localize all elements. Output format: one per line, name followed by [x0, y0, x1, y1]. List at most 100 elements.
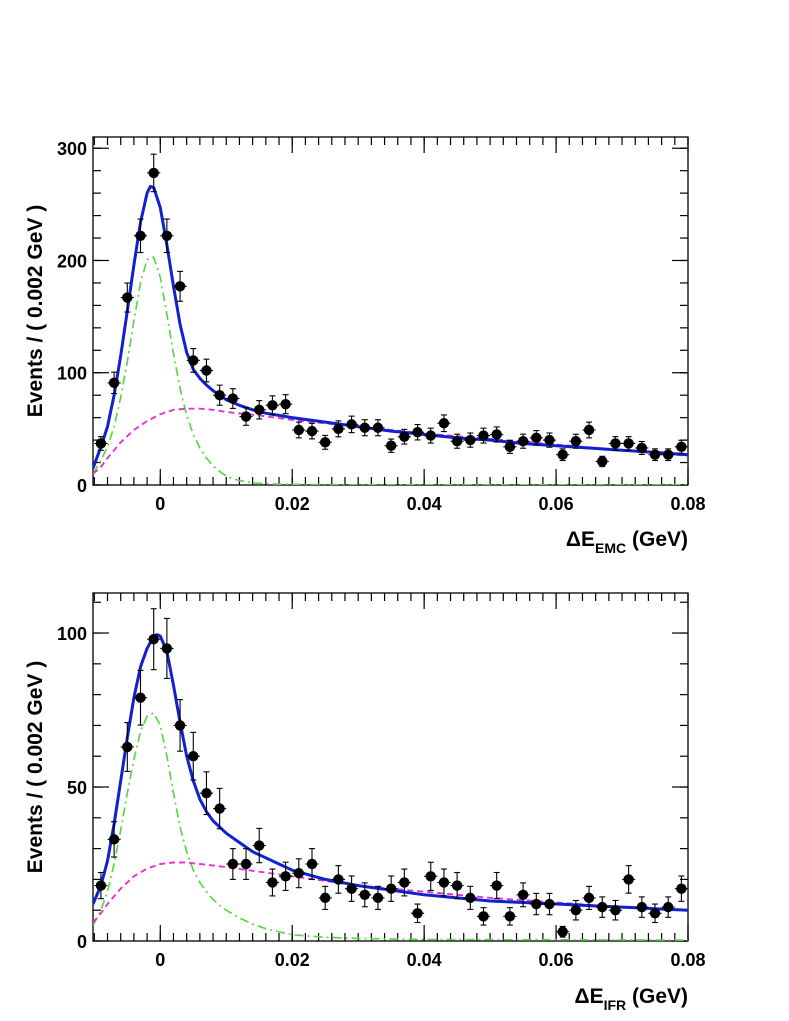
y-tick-label: 100 [57, 624, 87, 644]
data-point [608, 899, 623, 921]
data-marker [319, 892, 331, 904]
data-point [410, 423, 425, 441]
data-marker [108, 834, 120, 845]
data-marker [412, 427, 423, 438]
data-marker [491, 880, 502, 891]
data-point [213, 384, 227, 406]
y-tick-label: 50 [67, 778, 87, 798]
data-marker [95, 880, 107, 891]
data-marker [676, 883, 687, 894]
data-point [661, 896, 675, 918]
x-tick-label: 0.06 [539, 950, 574, 970]
data-marker [135, 230, 146, 241]
data-point [674, 439, 688, 454]
y-tick-label: 300 [57, 139, 87, 159]
x-axis-label-subscript: IFR [604, 997, 627, 1013]
data-point [635, 440, 649, 455]
data-point [397, 428, 411, 445]
data-marker [346, 883, 357, 894]
x-tick-label: 0.04 [407, 950, 442, 970]
data-marker [122, 292, 133, 303]
data-marker [399, 877, 410, 888]
data-point [318, 885, 332, 910]
data-point [476, 907, 491, 926]
data-marker [372, 892, 384, 904]
data-marker [517, 889, 529, 901]
data-marker [306, 858, 318, 870]
data-marker [544, 898, 555, 910]
plot-frame [92, 592, 689, 942]
data-point [94, 871, 108, 900]
data-point [226, 848, 240, 880]
data-marker [451, 880, 463, 891]
data-marker [425, 430, 436, 441]
data-point [279, 861, 293, 891]
data-marker [254, 840, 265, 851]
data-point [292, 858, 306, 889]
data-marker [412, 908, 423, 919]
data-point [503, 439, 517, 454]
data-marker [201, 365, 212, 376]
data-marker [267, 877, 278, 888]
data-marker [385, 440, 397, 451]
x-tick-label: 0.06 [539, 494, 574, 514]
data-marker [451, 436, 463, 447]
data-marker [280, 398, 291, 410]
data-point [107, 821, 121, 858]
x-tick-label: 0.02 [275, 950, 310, 970]
data-marker [122, 741, 133, 753]
data-point [133, 669, 148, 726]
data-point [516, 882, 530, 908]
data-marker [293, 424, 305, 436]
data-marker [188, 355, 199, 366]
data-point [384, 438, 398, 453]
data-point [608, 436, 623, 451]
data-marker [663, 449, 674, 460]
data-point [318, 434, 332, 450]
data-marker [491, 429, 502, 440]
data-point [186, 348, 200, 373]
data-point [173, 699, 187, 752]
data-marker [478, 911, 489, 922]
data-point [490, 426, 504, 443]
data-point [595, 455, 609, 468]
x-tick-label: 0.08 [670, 950, 705, 970]
data-point [661, 448, 675, 462]
data-point [160, 617, 174, 680]
x-tick-label: 0 [155, 950, 165, 970]
bottom-chart-panel: 0 0.02 0.04 0.06 0.08 0 50 100 Events / ( 0.002 … [24, 592, 706, 1013]
data-marker [346, 419, 357, 430]
data-point [147, 153, 161, 193]
data-point [107, 371, 121, 395]
data-point [120, 721, 134, 772]
data-marker [148, 167, 159, 179]
data-marker [333, 423, 344, 435]
data-point [529, 892, 543, 916]
data-point [556, 925, 570, 938]
x-tick-label: 0.08 [670, 494, 705, 514]
data-point [463, 885, 477, 910]
data-marker [359, 422, 370, 433]
data-point [424, 861, 438, 891]
data-point [622, 436, 636, 451]
data-marker [557, 449, 568, 460]
data-point [186, 731, 200, 781]
data-marker [267, 400, 278, 411]
data-point [344, 415, 359, 434]
data-point [173, 270, 187, 302]
data-point [305, 848, 319, 880]
data-marker [293, 868, 305, 879]
data-marker [174, 720, 186, 731]
y-tick-label: 200 [57, 251, 87, 271]
data-marker [649, 908, 661, 919]
data-marker [623, 874, 634, 885]
data-marker [478, 430, 489, 441]
data-marker [649, 449, 661, 460]
top-chart-panel: 0 0.02 0.04 0.06 0.08 0 100 200 300 Events / ( 0.… [24, 136, 706, 556]
data-point [569, 899, 583, 921]
data-marker [254, 404, 265, 415]
data-point [279, 394, 293, 415]
data-point [133, 218, 148, 254]
data-point [410, 903, 425, 924]
